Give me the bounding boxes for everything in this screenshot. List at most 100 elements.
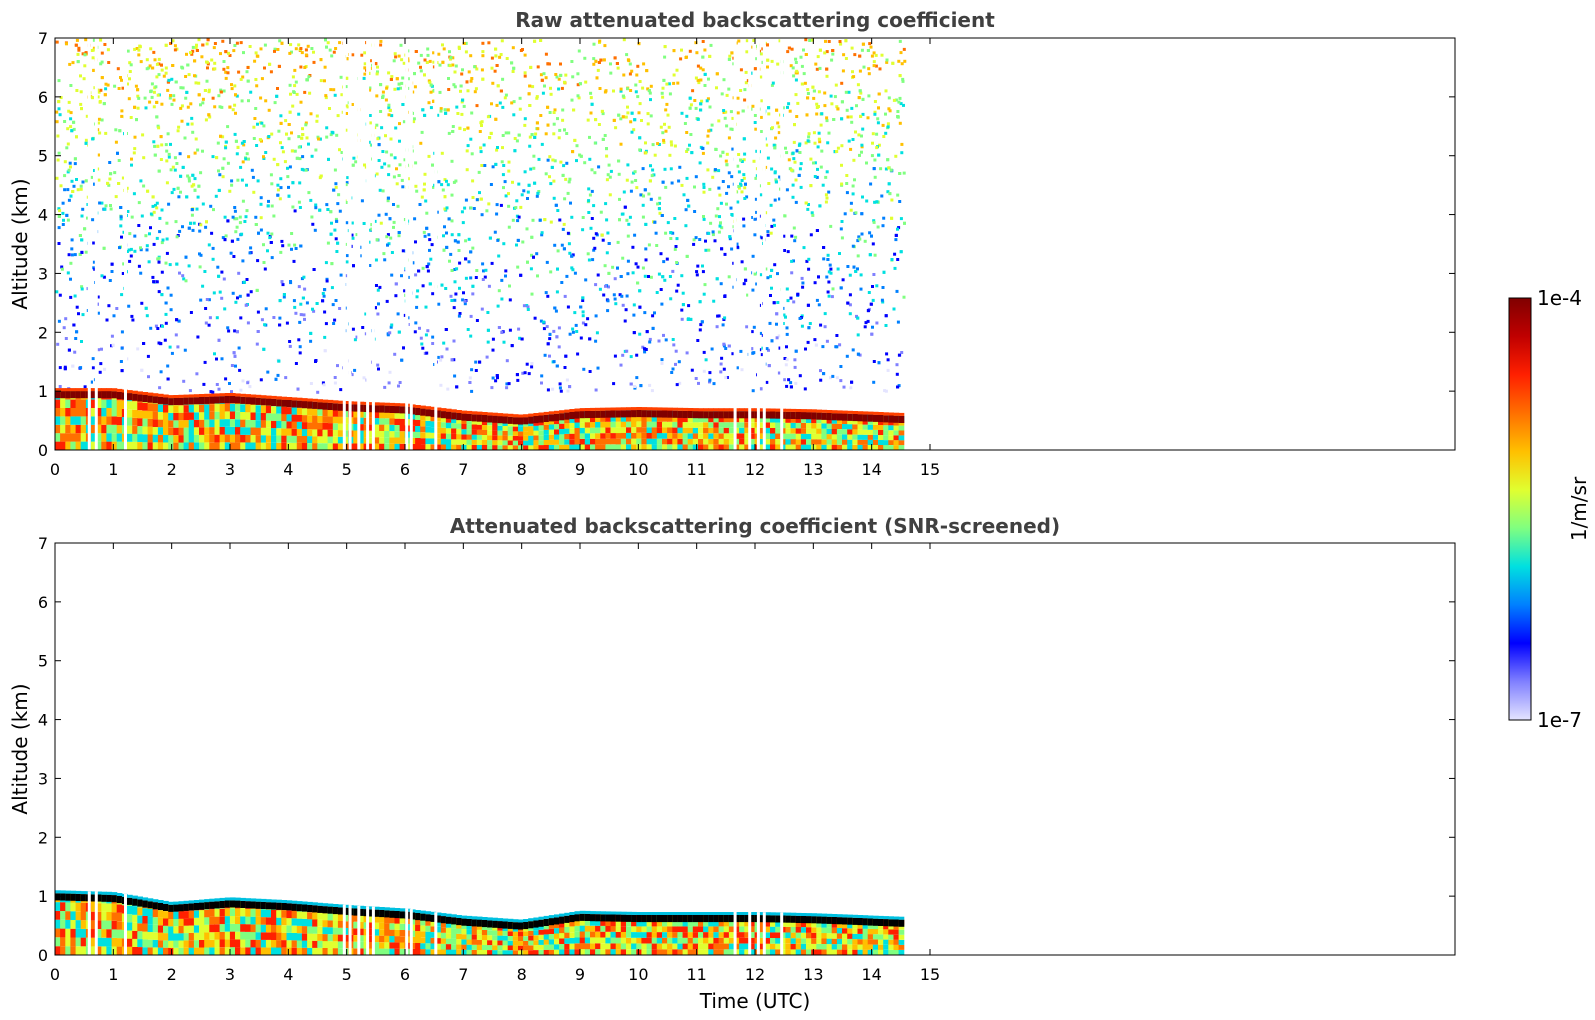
noise-pixel xyxy=(653,220,657,224)
noise-pixel xyxy=(828,263,832,267)
noise-pixel xyxy=(427,154,431,158)
noise-pixel xyxy=(664,108,668,112)
noise-pixel xyxy=(422,230,426,234)
noise-pixel xyxy=(900,62,904,66)
noise-pixel xyxy=(851,184,855,188)
noise-pixel xyxy=(419,141,423,145)
noise-pixel xyxy=(751,389,755,393)
noise-pixel xyxy=(794,178,798,182)
layer-top-band xyxy=(193,397,200,405)
noise-pixel xyxy=(824,39,827,43)
bl-cell xyxy=(75,416,82,425)
noise-pixel xyxy=(154,85,158,89)
noise-pixel xyxy=(639,193,643,197)
noise-pixel xyxy=(315,114,319,118)
bl-cell xyxy=(698,438,704,445)
layer-edge xyxy=(507,413,514,417)
noise-pixel xyxy=(243,220,247,223)
bl-cell xyxy=(512,431,519,436)
noise-pixel xyxy=(96,311,100,315)
noise-pixel xyxy=(783,214,787,218)
noise-pixel xyxy=(264,307,268,311)
noise-pixel xyxy=(829,267,833,271)
noise-pixel xyxy=(887,182,891,186)
noise-pixel xyxy=(528,104,532,107)
noise-pixel xyxy=(56,158,60,162)
noise-pixel xyxy=(607,271,611,275)
noise-pixel xyxy=(466,126,470,130)
noise-pixel xyxy=(158,386,162,390)
noise-pixel xyxy=(661,275,665,279)
bl-cell xyxy=(250,405,257,413)
noise-pixel xyxy=(568,251,572,255)
bl-cell xyxy=(692,422,699,428)
noise-pixel xyxy=(592,204,596,208)
bl-cell xyxy=(307,422,313,430)
noise-pixel xyxy=(267,108,271,112)
bl-cell xyxy=(713,444,720,450)
bl-cell xyxy=(471,429,478,435)
bl-cell xyxy=(229,442,236,450)
noise-pixel xyxy=(705,99,709,103)
noise-pixel xyxy=(494,117,498,121)
noise-pixel xyxy=(324,96,328,100)
bl-cell xyxy=(574,428,581,434)
bl-cell xyxy=(322,429,329,437)
layer-top-band xyxy=(384,405,390,413)
noise-pixel xyxy=(848,293,852,297)
noise-pixel xyxy=(375,72,379,76)
noise-pixel xyxy=(742,282,746,286)
noise-pixel xyxy=(685,150,689,153)
noise-pixel xyxy=(711,175,715,179)
bl-cell xyxy=(245,412,251,420)
noise-pixel xyxy=(297,200,301,204)
bl-cell xyxy=(255,405,262,413)
noise-pixel xyxy=(197,93,201,97)
noise-pixel xyxy=(635,376,639,380)
noise-pixel xyxy=(451,56,455,60)
noise-pixel xyxy=(479,121,483,125)
noise-pixel xyxy=(619,87,623,91)
noise-pixel xyxy=(276,163,280,167)
noise-pixel xyxy=(447,217,451,221)
noise-pixel xyxy=(234,139,238,143)
noise-pixel xyxy=(475,269,479,272)
noise-pixel xyxy=(554,309,558,313)
layer-top-band xyxy=(322,402,329,410)
bl-cell xyxy=(559,429,565,435)
noise-pixel xyxy=(350,221,354,225)
noise-pixel xyxy=(68,161,72,165)
noise-pixel xyxy=(129,63,133,67)
bl-cell xyxy=(235,434,241,443)
bl-cell xyxy=(461,424,468,430)
noise-pixel xyxy=(135,118,138,122)
noise-pixel xyxy=(536,274,539,278)
noise-pixel xyxy=(552,111,556,114)
noise-pixel xyxy=(504,93,508,97)
bl-cell xyxy=(487,425,493,431)
noise-pixel xyxy=(807,257,811,261)
noise-pixel xyxy=(846,115,850,119)
noise-pixel xyxy=(495,103,499,107)
bl-cell xyxy=(394,443,401,450)
noise-pixel xyxy=(587,187,591,191)
noise-pixel xyxy=(592,42,596,46)
noise-pixel xyxy=(793,123,796,127)
noise-pixel xyxy=(830,58,834,62)
bl-cell xyxy=(147,418,154,427)
noise-pixel xyxy=(685,131,689,134)
bl-cell xyxy=(440,444,447,450)
noise-pixel xyxy=(467,70,471,74)
bl-cell xyxy=(420,438,426,445)
noise-pixel xyxy=(373,219,377,223)
noise-pixel xyxy=(195,207,199,211)
noise-pixel xyxy=(840,144,844,148)
noise-pixel xyxy=(220,357,224,361)
noise-pixel xyxy=(439,107,443,111)
noise-pixel xyxy=(663,55,667,59)
noise-pixel xyxy=(256,122,259,126)
noise-pixel xyxy=(177,319,181,323)
bl-cell xyxy=(183,442,190,450)
bl-cell xyxy=(343,436,349,444)
noise-pixel xyxy=(709,128,713,132)
